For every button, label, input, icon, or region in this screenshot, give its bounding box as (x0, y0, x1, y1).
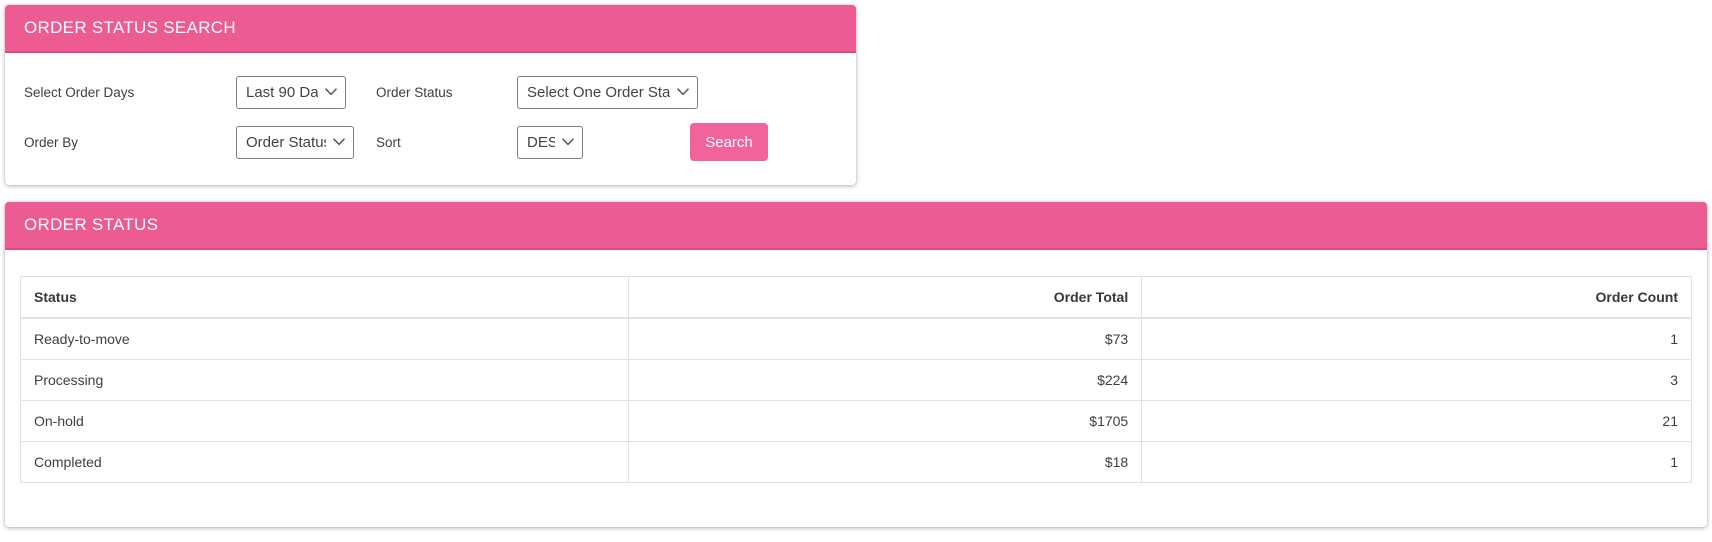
chevron-down-icon (333, 138, 345, 146)
order-count-cell: 21 (1141, 400, 1692, 442)
order-count-column-header: Order Count (1141, 276, 1692, 319)
status-column-header: Status (19, 276, 630, 319)
status-cell: Processing (19, 359, 630, 401)
chevron-down-icon (325, 88, 337, 96)
order-status-label: Order Status (376, 84, 453, 100)
order-count-cell: 1 (1141, 317, 1692, 360)
status-panel-header: ORDER STATUS (5, 202, 1707, 250)
status-cell: Ready-to-move (19, 317, 630, 360)
order-status-select[interactable]: Select One Order Statu (517, 75, 698, 109)
order-status-panel: ORDER STATUS Status Order Total Order Co… (5, 202, 1707, 527)
order-total-column-header: Order Total (628, 276, 1143, 319)
table-row: Processing $224 3 (19, 359, 1692, 401)
order-total-cell: $18 (628, 441, 1143, 483)
search-panel-header: ORDER STATUS SEARCH (5, 5, 856, 53)
order-count-cell: 1 (1141, 441, 1692, 483)
search-panel-title: ORDER STATUS SEARCH (24, 18, 236, 37)
sort-label: Sort (376, 134, 401, 150)
select-order-days-label: Select Order Days (24, 84, 135, 100)
search-panel-body: Select Order Days Last 90 Day Order Stat… (5, 53, 856, 185)
order-count-cell: 3 (1141, 359, 1692, 401)
search-button[interactable]: Search (690, 123, 768, 161)
table-row: On-hold $1705 21 (19, 400, 1692, 442)
order-days-select-value: Last 90 Day (246, 83, 318, 101)
status-cell: On-hold (19, 400, 630, 442)
status-cell: Completed (19, 441, 630, 483)
order-status-table-head: Status Order Total Order Count (19, 276, 1692, 319)
order-status-table: Status Order Total Order Count Ready-to-… (19, 276, 1692, 483)
status-panel-body: Status Order Total Order Count Ready-to-… (5, 250, 1707, 527)
form-row-2: Order By Order Status Sort DESC Search (24, 117, 856, 167)
table-row: Completed $18 1 (19, 441, 1692, 483)
order-by-select-value: Order Status (246, 133, 326, 151)
order-days-select[interactable]: Last 90 Day (236, 75, 346, 109)
chevron-down-icon (562, 138, 574, 146)
order-total-cell: $73 (628, 317, 1143, 360)
table-header-row: Status Order Total Order Count (19, 276, 1692, 319)
order-total-cell: $224 (628, 359, 1143, 401)
order-status-select-value: Select One Order Statu (527, 83, 670, 101)
order-total-cell: $1705 (628, 400, 1143, 442)
form-row-1: Select Order Days Last 90 Day Order Stat… (24, 67, 856, 117)
chevron-down-icon (677, 88, 689, 96)
order-status-table-body: Ready-to-move $73 1 Processing $224 3 On… (19, 317, 1692, 483)
table-row: Ready-to-move $73 1 (19, 317, 1692, 360)
order-status-search-panel: ORDER STATUS SEARCH Select Order Days La… (5, 5, 856, 185)
sort-select[interactable]: DESC (517, 125, 583, 159)
sort-select-value: DESC (527, 133, 555, 151)
order-by-label: Order By (24, 134, 79, 150)
status-panel-title: ORDER STATUS (24, 215, 159, 234)
order-by-select[interactable]: Order Status (236, 125, 354, 159)
